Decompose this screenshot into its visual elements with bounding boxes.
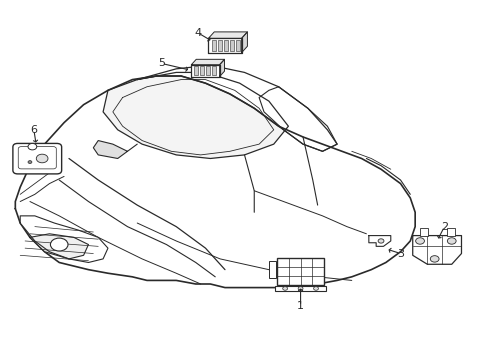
Polygon shape: [30, 234, 88, 259]
Circle shape: [377, 239, 383, 243]
Polygon shape: [241, 32, 247, 53]
Text: 6: 6: [30, 125, 37, 135]
Bar: [205, 66, 209, 75]
Circle shape: [36, 154, 48, 163]
Circle shape: [298, 287, 303, 290]
Polygon shape: [191, 59, 224, 65]
Polygon shape: [103, 72, 288, 158]
Bar: [211, 66, 215, 75]
Bar: [277, 258, 323, 285]
Polygon shape: [208, 39, 241, 53]
Polygon shape: [208, 32, 247, 39]
Polygon shape: [20, 216, 108, 262]
Polygon shape: [368, 235, 390, 246]
Bar: [235, 40, 239, 51]
Bar: [200, 66, 203, 75]
Text: 2: 2: [440, 222, 447, 231]
Polygon shape: [219, 59, 224, 77]
Circle shape: [28, 161, 32, 163]
Polygon shape: [15, 76, 414, 288]
Circle shape: [313, 287, 318, 290]
Polygon shape: [137, 65, 336, 151]
FancyBboxPatch shape: [13, 143, 61, 174]
Polygon shape: [191, 65, 219, 77]
Bar: [218, 40, 222, 51]
Bar: [419, 228, 427, 235]
Circle shape: [50, 238, 68, 251]
Text: 1: 1: [297, 301, 304, 311]
Bar: [194, 66, 198, 75]
Bar: [268, 261, 275, 278]
Bar: [229, 40, 233, 51]
Polygon shape: [412, 235, 461, 264]
Circle shape: [429, 256, 438, 262]
Text: 4: 4: [194, 28, 202, 38]
Text: 5: 5: [158, 58, 165, 68]
Bar: [212, 40, 216, 51]
Bar: [274, 286, 325, 291]
Bar: [446, 228, 454, 235]
Circle shape: [28, 143, 37, 150]
Circle shape: [415, 238, 424, 244]
Text: 3: 3: [396, 248, 403, 258]
Bar: [224, 40, 227, 51]
Circle shape: [447, 238, 455, 244]
Circle shape: [282, 287, 287, 290]
Polygon shape: [93, 140, 127, 158]
